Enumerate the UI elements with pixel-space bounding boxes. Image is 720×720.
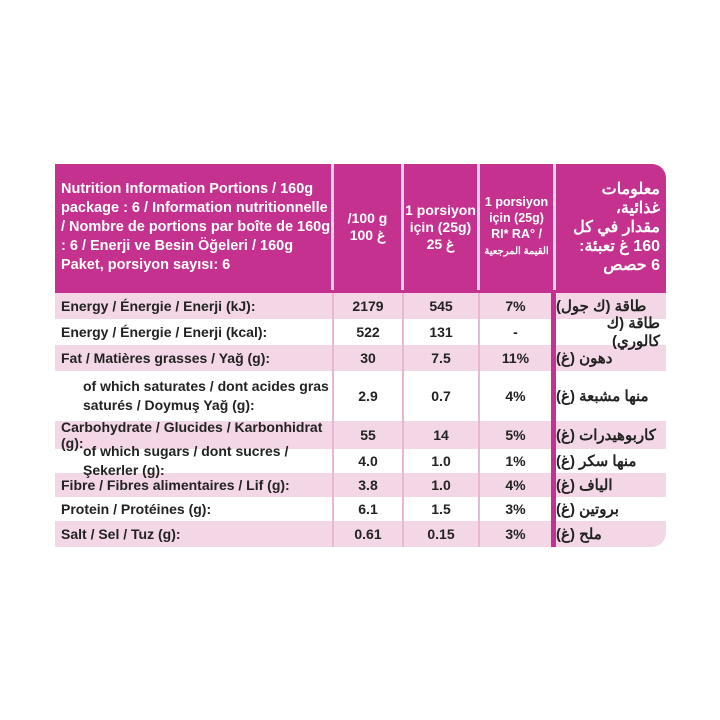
header-arabic: معلومات غذائية، مقدار في كل 160 غ تعبئة: 6 … [556,164,666,290]
header-description: Nutrition Information Portions / 160g pa… [55,164,334,290]
table-row: of which sugars / dont sucres / Şekerler… [55,443,666,478]
table-row: Energy / Énergie / Enerji (kcal): 522 131-… [55,315,666,350]
value-per-100g: 55 [334,421,404,449]
header-text: القيمة المرجعية [484,246,549,257]
value-per-portion: 131 [404,319,480,345]
value-per-100g: 0.61 [334,521,404,547]
header-text: /100 g [347,210,388,226]
value-per-100g: 6.1 [334,497,404,521]
row-label: Salt / Sel / Tuz (g): [55,521,334,547]
value-ri: 3% [480,497,556,521]
row-label: of which saturates / dont acides gras sa… [55,371,334,421]
value-per-100g: 4.0 [334,449,404,473]
row-label: Fibre / Fibres alimentaires / Lif (g): [55,473,334,497]
value-per-portion: 1.0 [404,473,480,497]
header-text: 100 غ [349,227,386,243]
header-text: için (25g) [489,211,544,225]
header-text: RI* RA° / [491,227,542,241]
header-ri: 1 porsiyon için (25g) RI* RA° / القيمة المر… [480,164,556,290]
header-text: 6 حصص [603,256,660,274]
row-label-arabic: دهون (غ) [556,350,613,367]
table-body: Energy / Énergie / Enerji (kJ): 2179 545 7%… [55,293,666,547]
row-label: Protein / Protéines (g): [55,497,334,521]
table-row: of which saturates / dont acides gras sa… [55,371,666,421]
table-header: Nutrition Information Portions / 160g pa… [55,164,666,293]
value-per-100g: 2.9 [334,371,404,421]
value-per-100g: 522 [334,319,404,345]
row-label-arabic: طاقة (ك كالوري) [606,315,660,350]
table-row: Fat / Matières grasses / Yağ (g): 30 7.5 11… [55,345,666,371]
value-per-portion: 0.7 [404,371,480,421]
value-per-portion: 1.0 [404,449,480,473]
row-label-arabic: منها سكر (غ) [556,453,637,470]
header-text: 160 غ تعبئة: [579,237,660,255]
header-per-portion: 1 porsiyon için (25g) 25 غ [404,164,480,290]
table-row: Protein / Protéines (g): 6.1 1.5 3% بروتين (… [55,497,666,521]
value-ri: 4% [480,371,556,421]
value-ri: - [480,319,556,345]
row-label-arabic: طاقة (ك جول) [556,298,647,315]
row-label: Carbohydrate / Glucides / Karbonhidrat (… [55,419,334,451]
row-label-arabic: منها مشبعة (غ) [556,388,649,405]
value-per-100g: 30 [334,345,404,371]
header-text: 25 غ [426,235,455,252]
table-row: Fibre / Fibres alimentaires / Lif (g): 3.… [55,473,666,497]
value-ri: 3% [480,521,556,547]
row-label: Energy / Énergie / Enerji (kcal): [55,319,334,345]
value-ri: 4% [480,473,556,497]
header-text: 1 porsiyon [405,201,476,218]
value-per-portion: 0.15 [404,521,480,547]
header-text: معلومات غذائية، [601,180,660,217]
row-label-arabic: كاربوهيدرات (غ) [556,427,656,444]
row-label: Energy / Énergie / Enerji (kJ): [55,293,334,319]
nutrition-table: Nutrition Information Portions / 160g pa… [55,164,666,547]
value-ri: 11% [480,345,556,371]
value-per-portion: 14 [404,421,480,449]
row-label-arabic: الياف (غ) [556,477,613,494]
value-ri: 1% [480,449,556,473]
value-ri: 5% [480,421,556,449]
row-label-arabic: ملح (غ) [556,526,602,543]
value-per-100g: 2179 [334,293,404,319]
header-per-100g: /100 g 100 غ [334,164,404,290]
table-row: Energy / Énergie / Enerji (kJ): 2179 545 7%… [55,293,666,319]
value-per-portion: 545 [404,293,480,319]
header-text: 1 porsiyon [484,195,549,209]
row-label-arabic: بروتين (غ) [556,501,619,518]
row-label: of which sugars / dont sucres / Şekerler… [55,443,334,478]
table-row: Salt / Sel / Tuz (g): 0.61 0.15 3% ملح (غ) [55,521,666,547]
value-per-100g: 3.8 [334,473,404,497]
value-per-portion: 1.5 [404,497,480,521]
value-ri: 7% [480,293,556,319]
table-row: Carbohydrate / Glucides / Karbonhidrat (… [55,419,666,451]
row-label: Fat / Matières grasses / Yağ (g): [55,345,334,371]
header-text: مقدار في كل [573,218,660,236]
value-per-portion: 7.5 [404,345,480,371]
header-text: için (25g) [409,218,472,235]
